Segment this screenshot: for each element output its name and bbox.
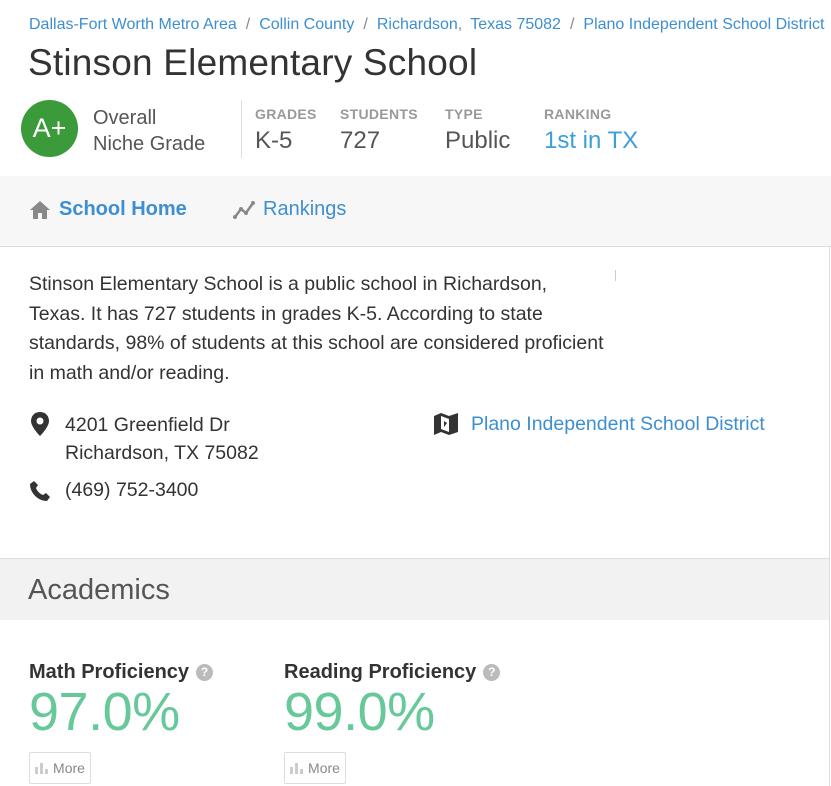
metric-label-text: Reading Proficiency (284, 661, 477, 683)
breadcrumb-county-link[interactable]: Collin County (259, 16, 355, 33)
location-pin-icon (31, 412, 49, 436)
bar-chart-icon (35, 763, 49, 774)
breadcrumb-city-link[interactable]: Richardson (376, 16, 458, 33)
nav-rankings-label: Rankings (263, 198, 347, 220)
overall-label-line2: Niche Grade (93, 133, 206, 155)
phone-icon (30, 480, 50, 501)
math-proficiency-value: 97.0% (29, 682, 180, 742)
home-icon (30, 200, 50, 219)
phone-block: (469) 752-3400 (29, 479, 198, 502)
address-line2: Richardson, TX 75082 (65, 442, 259, 464)
fact-type: TYPE Public (445, 106, 510, 155)
reading-proficiency-label: Reading Proficiency ? (284, 661, 501, 684)
breadcrumb: Dallas-Fort Worth Metro Area / Collin Coun… (29, 16, 824, 34)
nav-rankings[interactable]: Rankings (233, 198, 346, 221)
math-more-button[interactable]: More (29, 752, 91, 784)
phone-number[interactable]: (469) 752-3400 (65, 479, 199, 501)
fact-label: GRADES (255, 106, 317, 122)
nav-school-home[interactable]: School Home (29, 198, 187, 221)
fact-label: TYPE (445, 106, 483, 122)
decorative-tick (615, 270, 616, 281)
reading-proficiency-value: 99.0% (284, 682, 435, 742)
math-proficiency-label: Math Proficiency ? (29, 661, 214, 684)
overall-niche-grade-label: Overall Niche Grade (93, 105, 205, 157)
overall-label-line1: Overall (93, 107, 157, 129)
bar-chart-icon (290, 763, 304, 774)
content-right-border (829, 247, 830, 786)
fact-students: STUDENTS 727 (340, 106, 418, 155)
reading-proficiency-metric: Reading Proficiency ? 99.0% More (284, 661, 501, 784)
breadcrumb-comma: , (457, 16, 463, 33)
district-block: Plano Independent School District (433, 412, 765, 436)
address-text: 4201 Greenfield Dr Richardson, TX 75082 (65, 411, 259, 467)
nav-school-home-label: School Home (59, 198, 187, 220)
fact-grades: GRADES K-5 (255, 106, 317, 155)
breadcrumb-separator: / (569, 16, 575, 33)
metric-label-text: Math Proficiency (29, 661, 190, 683)
help-icon[interactable]: ? (196, 664, 214, 681)
breadcrumb-separator: / (245, 16, 251, 33)
fact-value: 727 (340, 127, 381, 154)
help-icon[interactable]: ? (483, 664, 501, 681)
school-description: Stinson Elementary School is a public sc… (29, 273, 604, 384)
academics-title: Academics (28, 574, 170, 606)
district-link[interactable]: Plano Independent School District (471, 412, 765, 435)
page-title: Stinson Elementary School (28, 42, 478, 83)
academics-section-header: Academics (0, 558, 829, 620)
fact-value: K-5 (255, 127, 293, 154)
breadcrumb-district-link[interactable]: Plano Independent School District (583, 16, 825, 33)
school-nav: School Home Rankings (0, 176, 831, 247)
address-line1: 4201 Greenfield Dr (65, 414, 230, 436)
fact-value: Public (445, 127, 511, 154)
fact-label: RANKING (544, 106, 612, 122)
breadcrumb-metro-link[interactable]: Dallas-Fort Worth Metro Area (29, 16, 237, 33)
breadcrumb-state-link[interactable]: Texas 75082 (470, 16, 561, 33)
more-button-label: More (53, 760, 85, 776)
breadcrumb-separator: / (363, 16, 368, 33)
facts-divider (241, 100, 242, 158)
overall-grade-badge[interactable]: A+ (21, 100, 78, 157)
address-block: 4201 Greenfield Dr Richardson, TX 75082 (29, 411, 259, 467)
district-map-icon (434, 413, 458, 435)
more-button-label: More (308, 760, 340, 776)
fact-label: STUDENTS (340, 106, 418, 122)
fact-ranking: RANKING 1st in TX (544, 106, 638, 155)
ranking-link[interactable]: 1st in TX (544, 127, 639, 154)
math-proficiency-metric: Math Proficiency ? 97.0% More (29, 661, 214, 784)
reading-more-button[interactable]: More (284, 752, 346, 784)
rankings-icon (233, 200, 255, 219)
